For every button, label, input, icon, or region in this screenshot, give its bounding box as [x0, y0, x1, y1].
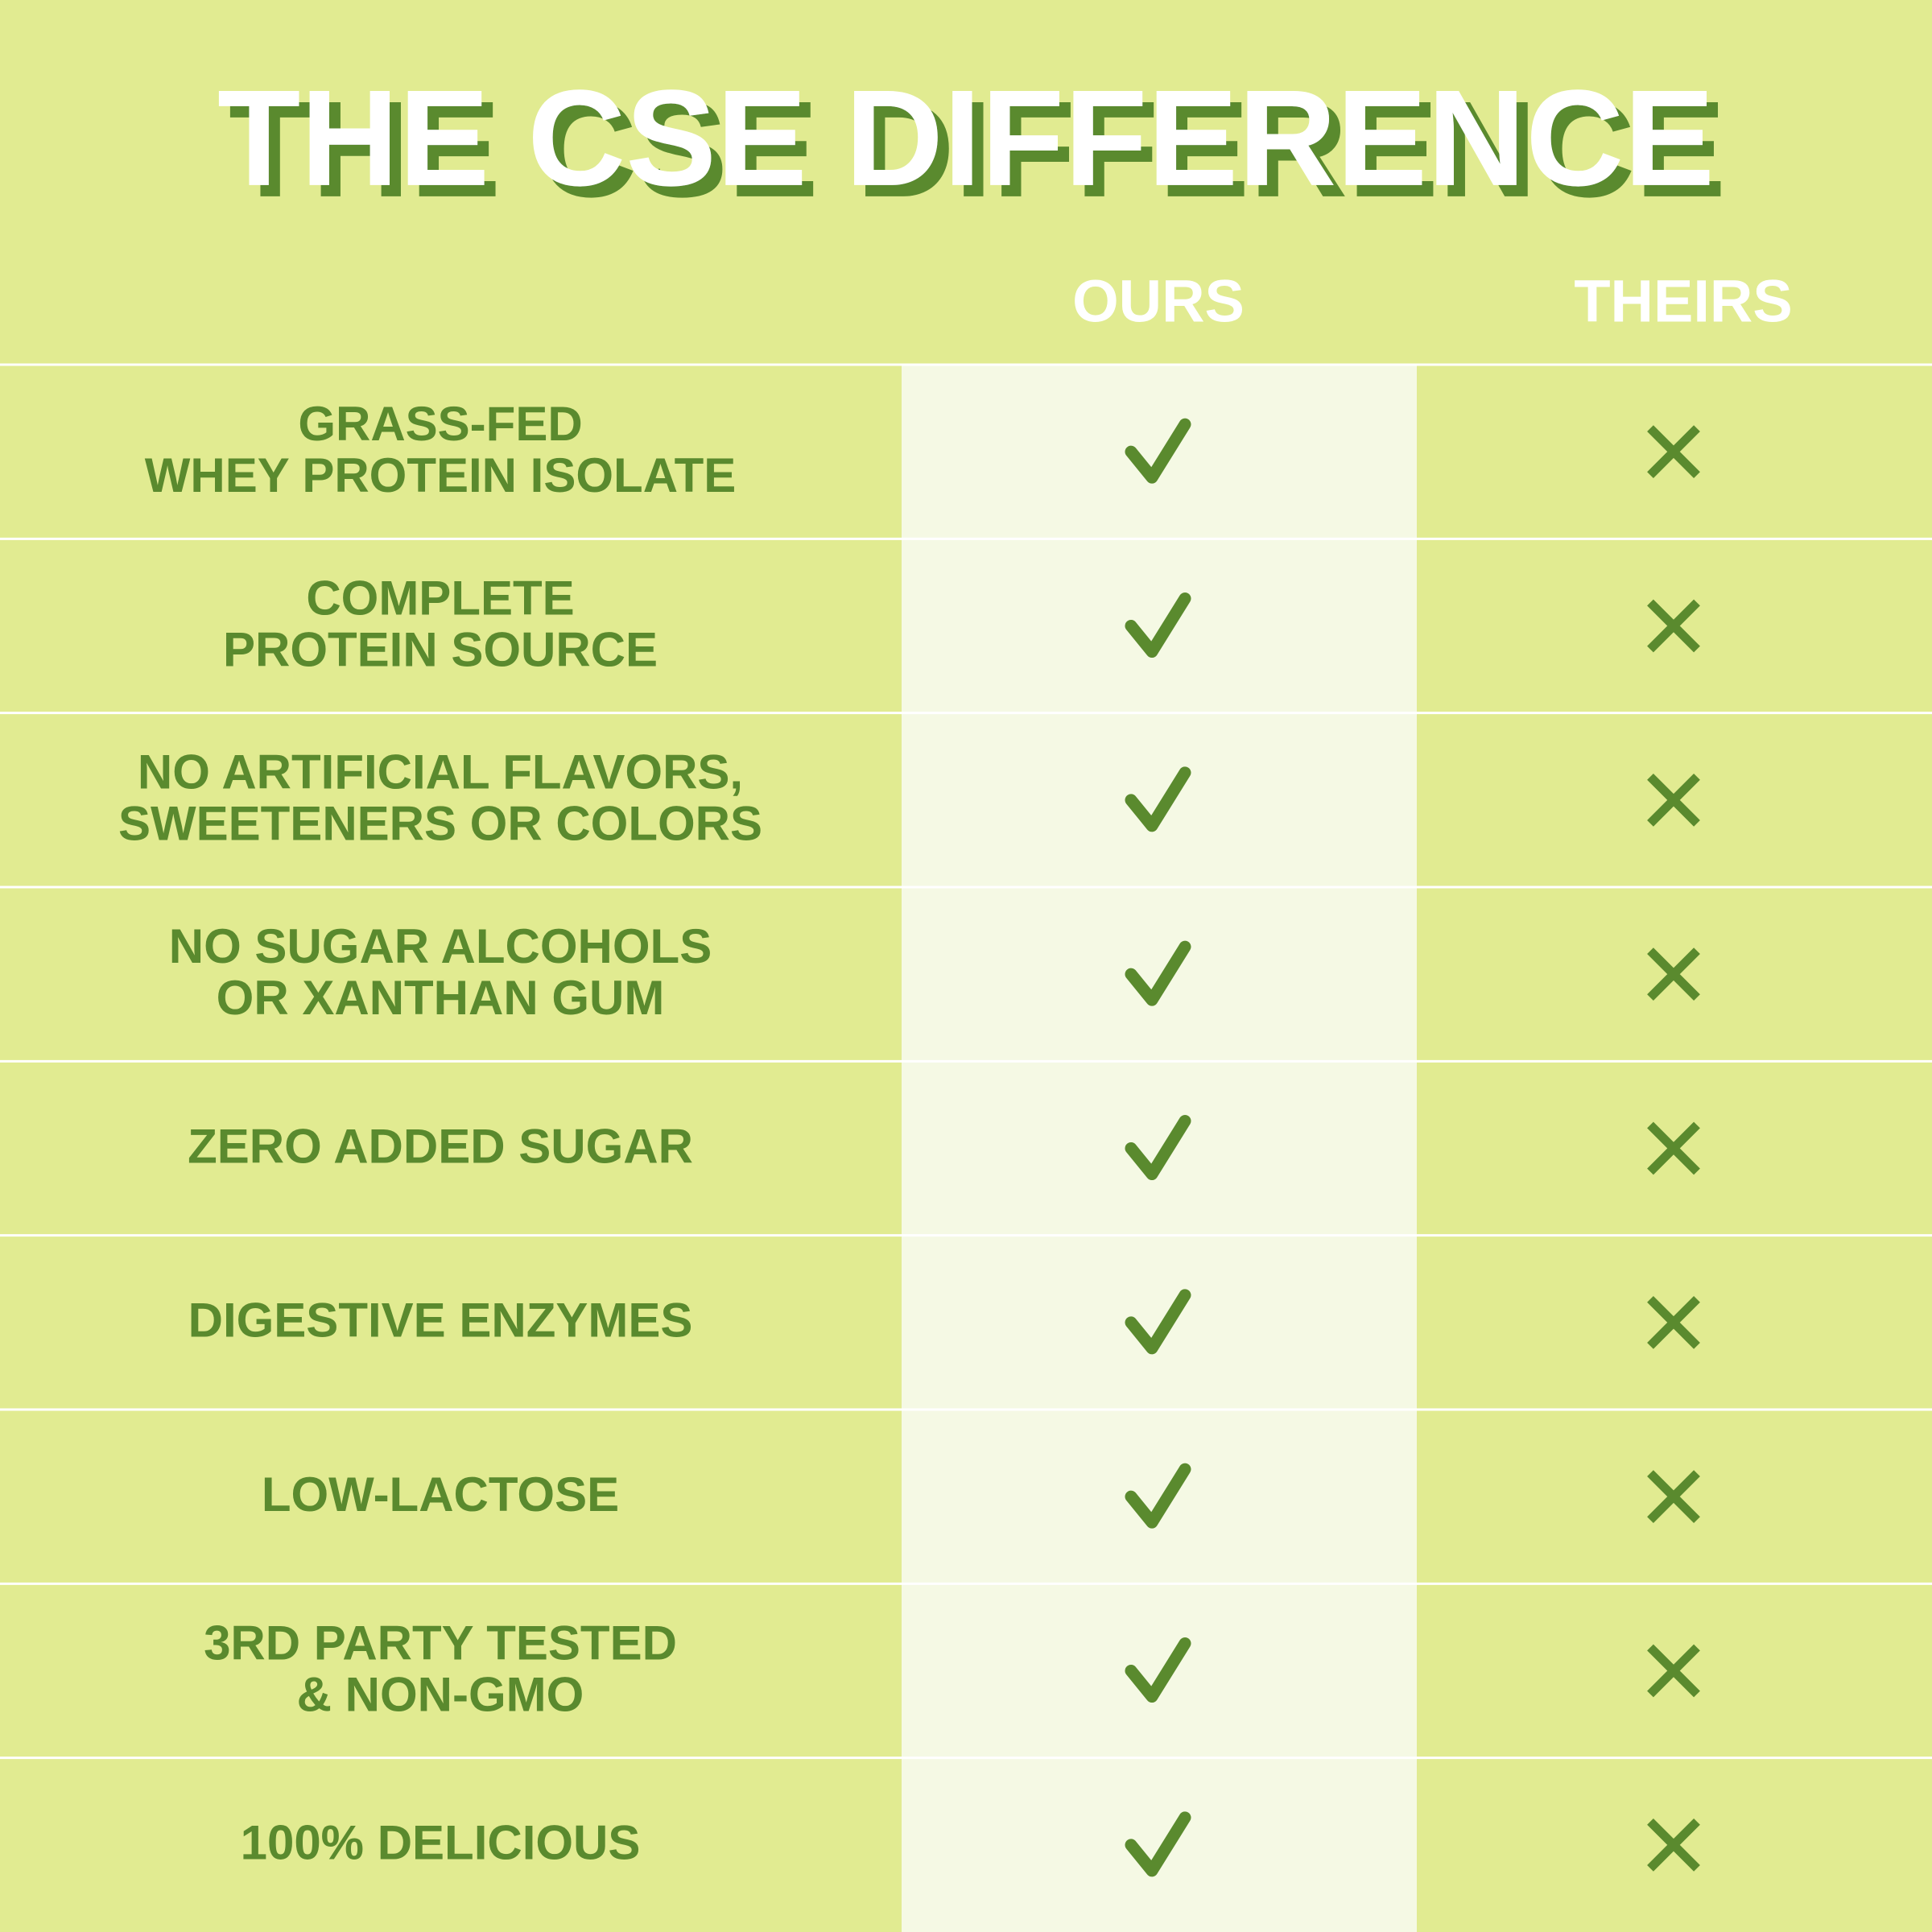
check-icon [1125, 418, 1191, 484]
check-icon [1125, 1463, 1191, 1529]
column-header: THEIRS [1574, 268, 1792, 335]
check-icon [1125, 1637, 1191, 1703]
check-icon [1125, 592, 1191, 658]
check-icon [1125, 1115, 1191, 1180]
row-label: & NON-GMO [297, 1667, 584, 1721]
cross-icon [1647, 425, 1700, 479]
row-label: GRASS-FED [298, 397, 582, 451]
check-icon [1125, 1811, 1191, 1877]
row-label: NO SUGAR ALCOHOLS [169, 919, 712, 973]
row-label: ZERO ADDED SUGAR [188, 1119, 693, 1173]
ours-column-highlight [902, 365, 1417, 1932]
title: THE CSE DIFFERENCE [217, 62, 1715, 215]
row-label: DIGESTIVE ENZYMES [188, 1294, 693, 1348]
cross-icon [1647, 1295, 1700, 1349]
row-label: WHEY PROTEIN ISOLATE [145, 448, 737, 502]
row-label: 100% DELICIOUS [241, 1816, 641, 1870]
cross-icon [1647, 1470, 1700, 1524]
cross-icon [1647, 599, 1700, 653]
row-label: COMPLETE [306, 571, 574, 625]
cross-icon [1647, 947, 1700, 1001]
row-label: SWEETENERS OR COLORS [118, 797, 762, 851]
row-label: 3RD PARTY TESTED [204, 1616, 677, 1670]
check-icon [1125, 766, 1191, 832]
row-label: LOW-LACTOSE [262, 1468, 619, 1521]
cross-icon [1647, 1644, 1700, 1698]
row-label: NO ARTIFICIAL FLAVORS, [138, 745, 743, 799]
check-icon [1125, 1289, 1191, 1355]
row-label: OR XANTHAN GUM [217, 971, 665, 1025]
cross-icon [1647, 773, 1700, 827]
cross-icon [1647, 1121, 1700, 1175]
row-label: PROTEIN SOURCE [223, 622, 658, 676]
check-icon [1125, 940, 1191, 1006]
cross-icon [1647, 1818, 1700, 1872]
column-header: OURS [1072, 268, 1245, 335]
